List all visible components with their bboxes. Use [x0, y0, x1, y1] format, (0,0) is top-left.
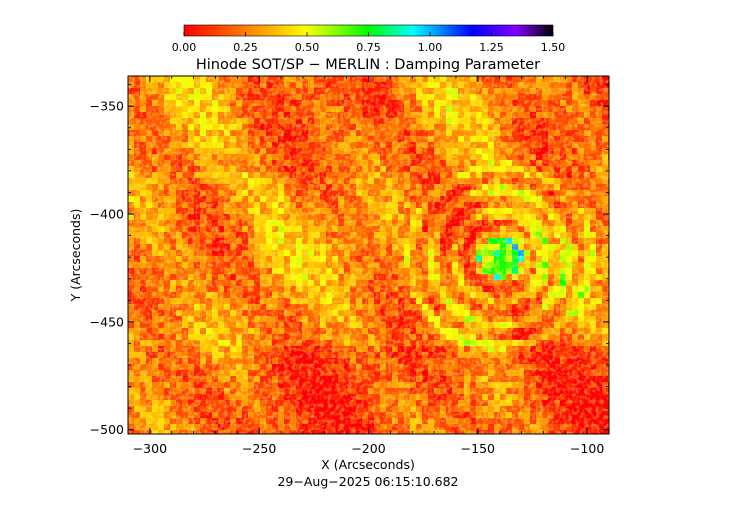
x-tick-label: −100 — [570, 441, 604, 456]
y-tick-label: −500 — [90, 422, 124, 437]
x-tick-label: −150 — [461, 441, 495, 456]
y-tick-label: −350 — [90, 99, 124, 114]
colorbar: 0.00 0.25 0.50 0.75 1.00 1.25 1.50 — [172, 24, 566, 54]
y-tick-label: −400 — [90, 207, 124, 222]
x-tick-label: −200 — [351, 441, 385, 456]
colorbar-tick-label: 0.00 — [172, 41, 197, 54]
x-axis-label: X (Arcseconds) — [321, 457, 415, 472]
colorbar-tick-label: 1.50 — [541, 41, 566, 54]
colorbar-tick-label: 1.00 — [418, 41, 443, 54]
chart-title: Hinode SOT/SP − MERLIN : Damping Paramet… — [196, 57, 540, 73]
heatmap-speckle — [128, 76, 609, 434]
x-tick-label: −300 — [133, 441, 167, 456]
y-axis: −350 −400 −450 −500 — [90, 84, 609, 437]
heatmap — [127, 75, 610, 435]
timestamp: 29−Aug−2025 06:15:10.682 — [277, 474, 458, 489]
colorbar-tick-label: 0.75 — [356, 41, 381, 54]
colorbar-tick-label: 0.50 — [295, 41, 320, 54]
colorbar-tick-label: 0.25 — [233, 41, 258, 54]
y-axis-label: Y (Arcseconds) — [68, 209, 83, 303]
x-tick-label: −250 — [242, 441, 276, 456]
colorbar-tick-label: 1.25 — [479, 41, 504, 54]
x-axis: −300 −250 −200 −150 −100 — [127, 76, 610, 456]
y-tick-label: −450 — [90, 314, 124, 329]
